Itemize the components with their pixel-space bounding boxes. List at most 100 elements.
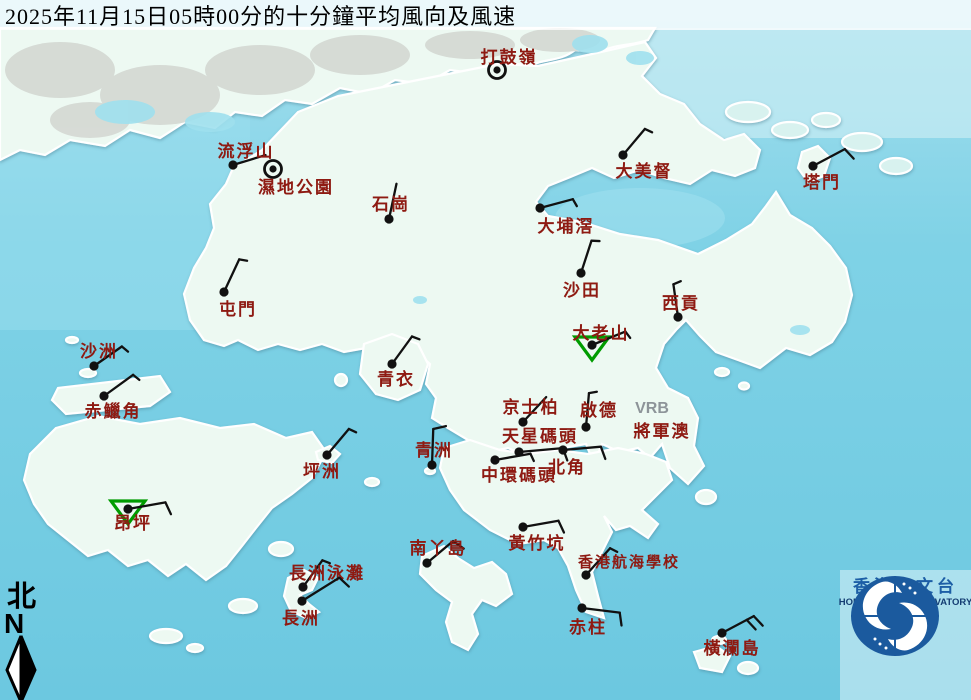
station-kings-park: 京士柏 (503, 395, 558, 427)
land-po-toi (692, 644, 732, 674)
urban-texture (5, 28, 600, 138)
station-dot (384, 214, 394, 224)
station-dot (493, 66, 501, 74)
station-ta-kwu-ling: 打鼓嶺 (481, 47, 536, 80)
landmasses (0, 26, 914, 676)
wind-barb-shaft (390, 335, 414, 366)
station-lau-fau-shan: 流浮山 (218, 141, 273, 170)
station-cheung-chau: 長洲 (282, 576, 350, 628)
north-indicator: 北 N (4, 583, 36, 638)
hko-logo: 香港天文台 HONG KONG OBSERVATORY (839, 570, 971, 700)
station-tseung-kwan-o: VRB 將軍澳 (634, 400, 689, 441)
station-dot (322, 450, 332, 460)
station-dot (99, 391, 109, 401)
land-ne-island-2 (770, 120, 810, 140)
wind-barb-tick (672, 280, 682, 286)
north-letter-label: N (4, 608, 25, 639)
station-dot (297, 596, 307, 606)
wind-barb-shaft (672, 283, 680, 319)
wind-barb-shaft (231, 153, 267, 167)
wind-barb-tick (529, 452, 535, 463)
station-dot (427, 460, 437, 470)
land-shek-kwu-chau (227, 597, 259, 615)
land-soko-islet (185, 642, 205, 654)
wind-barb-shaft (92, 345, 124, 368)
station-label: 香港航海學校 (578, 553, 680, 571)
station-label: 大老山 (573, 323, 630, 343)
wind-barb-tick (618, 611, 623, 627)
wind-barb-tick (321, 559, 332, 565)
station-tates-cairn: 大老山 (571, 323, 632, 363)
station-label: 長洲 (282, 609, 320, 628)
station-central-pier: 中環碼頭 (481, 452, 555, 485)
station-dot (558, 445, 568, 455)
wind-barb-tick (120, 345, 130, 353)
wind-barb-tick (745, 618, 757, 631)
station-label: 昂坪 (114, 514, 152, 533)
wind-barb-shaft (126, 501, 167, 511)
gust-triangle-marker (571, 335, 613, 363)
station-dot (387, 359, 397, 369)
station-label: 北角 (548, 457, 586, 477)
gust-triangle-marker (107, 499, 149, 527)
wind-barb-shaft (517, 447, 564, 454)
station-label: 沙洲 (80, 342, 118, 361)
station-label: 黃竹坑 (508, 533, 566, 553)
land-tung-lung (694, 488, 718, 506)
station-dot (673, 312, 683, 322)
station-wong-chuk-hang: 黃竹坑 (508, 519, 566, 553)
north-arrow-icon (5, 635, 37, 700)
north-hanzi-label: 北 (7, 581, 37, 613)
wind-barb-shaft (387, 182, 398, 221)
land-ne-island-4 (840, 131, 884, 153)
station-waglan-island: 橫瀾島 (704, 614, 764, 658)
station-tai-mei-tuk: 大美督 (616, 127, 673, 181)
map-title: 2025年11月15日05時00分的十分鐘平均風向及風速 (5, 4, 517, 29)
station-label: 橫瀾島 (704, 638, 761, 658)
station-dot (518, 522, 528, 532)
station-label: 石崗 (371, 195, 410, 214)
station-dot (717, 628, 727, 638)
station-label: 大埔滘 (538, 216, 595, 236)
calm-ring-icon (263, 159, 283, 179)
wind-barb-shaft (521, 519, 560, 529)
wind-barb-shaft (590, 330, 627, 347)
land-lantau (22, 414, 328, 582)
station-dot (89, 361, 99, 371)
station-kai-tak: 啟德 (580, 390, 616, 432)
station-label: 大美督 (616, 161, 673, 181)
pond-texture (95, 35, 810, 335)
station-dot (269, 165, 277, 173)
station-cheung-chau-beach: 長洲泳灘 (289, 559, 365, 592)
wind-barb-shaft (300, 576, 341, 603)
wind-barb-shaft (720, 614, 755, 635)
land-ne-island-1 (724, 100, 772, 124)
station-dot (577, 603, 587, 613)
title-bar: 2025年11月15日05時00分的十分鐘平均風向及風速 (0, 0, 971, 30)
wind-barb-tick (347, 427, 358, 434)
station-dot (422, 558, 432, 568)
land-chek-lap-kok (50, 374, 172, 416)
station-dot (518, 417, 528, 427)
station-label: 坪洲 (303, 462, 341, 481)
wind-barb-shaft (584, 391, 591, 429)
wind-barb-tick (608, 547, 619, 554)
station-chek-lap-kok: 赤鱲角 (85, 373, 141, 421)
station-label: 長洲泳灘 (289, 563, 365, 583)
land-ma-wan (333, 372, 349, 388)
station-dot (581, 570, 591, 580)
wind-barb-shaft (561, 445, 603, 452)
station-dot (228, 160, 238, 170)
station-label: 青洲 (415, 440, 453, 460)
station-sai-kung: 西貢 (662, 280, 700, 322)
wind-barb-shaft (102, 373, 135, 398)
station-label: 西貢 (662, 294, 700, 313)
wind-barb-shaft (579, 239, 593, 275)
station-label: 天星碼頭 (502, 427, 578, 446)
station-dot (490, 455, 500, 465)
wind-barb-tick (557, 519, 566, 534)
station-dot (123, 504, 133, 514)
